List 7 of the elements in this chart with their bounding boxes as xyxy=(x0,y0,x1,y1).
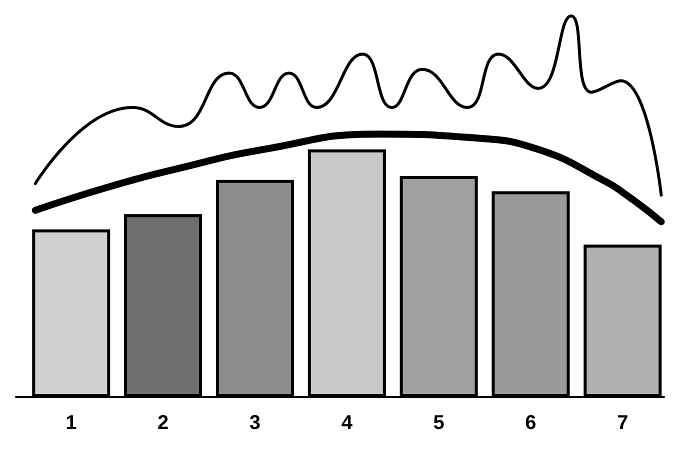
x-tick-label: 3 xyxy=(249,412,261,434)
x-tick-label: 1 xyxy=(66,412,77,434)
x-tick-label: 6 xyxy=(525,412,536,434)
x-tick-label: 7 xyxy=(617,412,628,434)
x-tick-label: 4 xyxy=(341,412,354,434)
x-tick-label: 5 xyxy=(433,412,444,434)
x-tick-label: 2 xyxy=(158,412,169,434)
